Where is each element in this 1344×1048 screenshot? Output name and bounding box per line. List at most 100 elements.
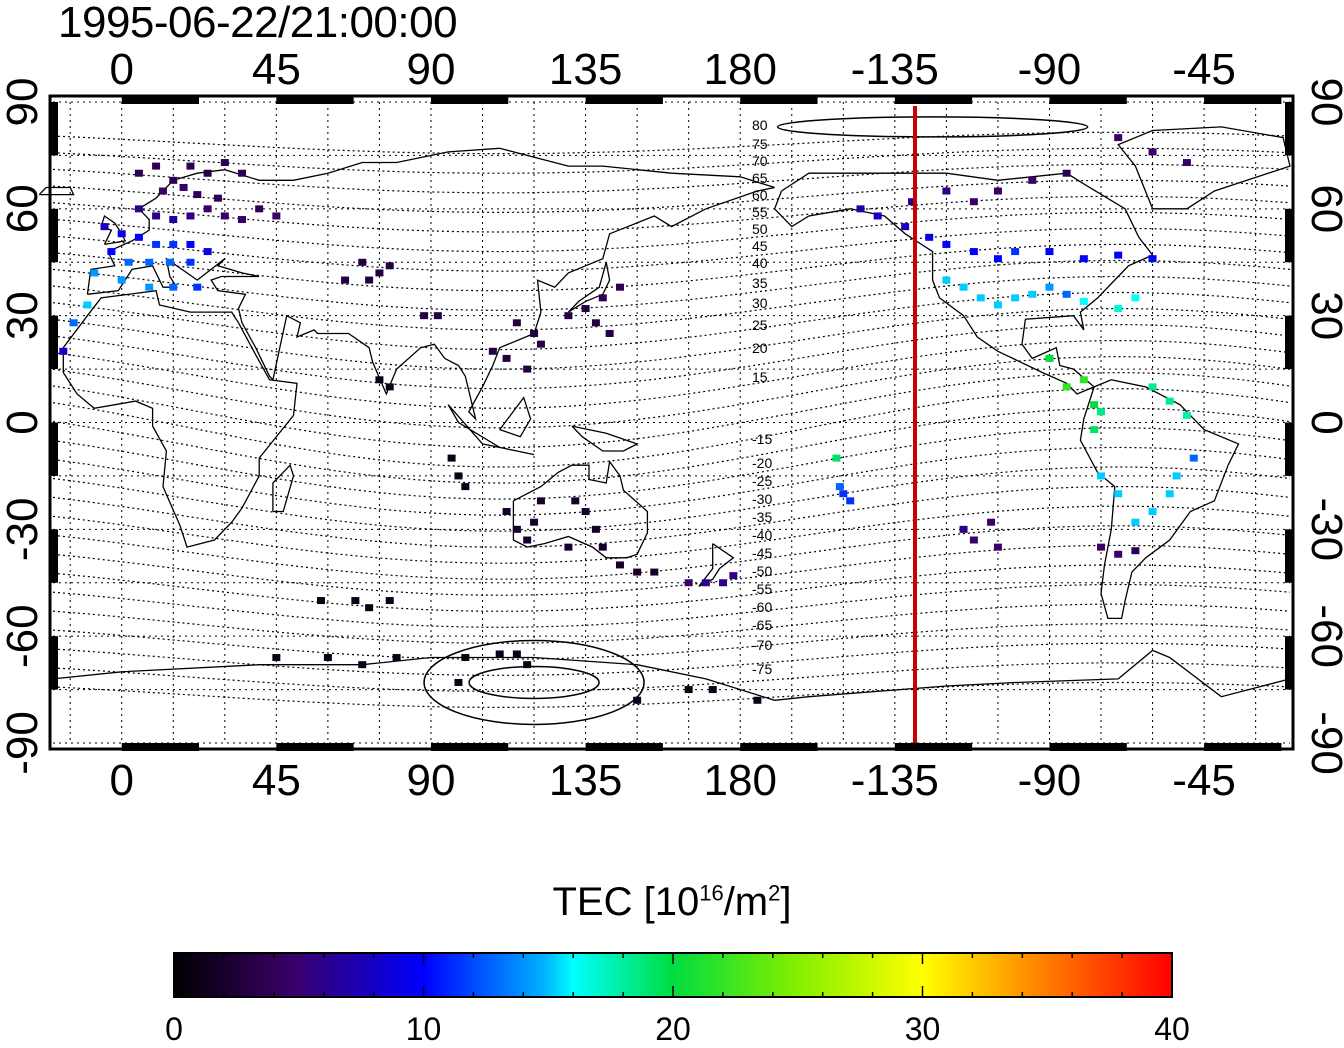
contour-label: 75	[752, 136, 768, 152]
tec-point	[186, 162, 195, 170]
left-tick-bar	[50, 315, 58, 370]
tec-point	[220, 212, 229, 220]
tec-point	[213, 194, 222, 202]
right-tick-bar	[1285, 422, 1293, 476]
tec-point	[1097, 543, 1106, 551]
contour-line	[52, 505, 1291, 564]
tec-point	[1011, 294, 1020, 302]
tec-point	[512, 525, 521, 533]
tec-point	[100, 223, 109, 231]
bottom-tick-bar	[1204, 743, 1282, 751]
tec-point	[993, 187, 1002, 195]
top-lon-label: 135	[549, 45, 622, 94]
contour-label: 55	[752, 204, 768, 220]
contour-label: -60	[752, 599, 772, 615]
tec-point	[1165, 397, 1174, 405]
tec-point	[1182, 411, 1191, 419]
contour-line	[52, 195, 1291, 233]
tec-point	[591, 525, 600, 533]
left-lat-label: 90	[0, 78, 47, 127]
top-lon-label: -45	[1172, 45, 1236, 94]
tec-point	[942, 187, 951, 195]
tec-point	[1114, 251, 1123, 259]
tec-point	[1131, 547, 1140, 555]
tec-point	[633, 696, 642, 704]
tec-point	[365, 604, 374, 612]
tec-point	[169, 176, 178, 184]
tec-point	[203, 169, 212, 177]
tec-point	[152, 162, 161, 170]
bottom-tick-bar	[585, 743, 663, 751]
right-lat-label: -60	[1302, 604, 1344, 668]
contour-label: 65	[752, 170, 768, 186]
tec-point	[942, 240, 951, 248]
contour-label: -40	[752, 527, 772, 543]
tec-point	[719, 579, 728, 587]
tec-point	[684, 579, 693, 587]
coastline	[100, 214, 127, 246]
top-tick-bar	[585, 96, 663, 104]
tec-point	[846, 497, 855, 505]
tec-point	[107, 248, 116, 256]
contour-line	[52, 275, 1291, 331]
coastline	[1079, 379, 1240, 620]
tec-point	[220, 159, 229, 167]
tec-point	[272, 212, 281, 220]
top-tick-bar	[430, 96, 509, 104]
top-tick-bar	[1049, 96, 1127, 104]
tec-point	[987, 518, 996, 526]
coastline	[447, 404, 535, 456]
tec-point	[392, 654, 401, 662]
tec-point	[158, 187, 167, 195]
left-tick-bar	[50, 636, 58, 690]
top-tick-bar	[894, 96, 973, 104]
tec-point	[512, 319, 521, 327]
contour-label: 40	[752, 255, 768, 271]
tec-point	[564, 312, 573, 320]
tec-point	[1097, 472, 1106, 480]
top-tick-bar	[276, 96, 354, 104]
contour-line	[52, 227, 1291, 272]
tec-point	[650, 568, 659, 576]
graticule	[53, 101, 1290, 744]
tec-point	[969, 198, 978, 206]
tec-point	[1028, 290, 1037, 298]
left-tick-bar	[50, 102, 58, 156]
colorbar-title: TEC [1016/m2]	[552, 880, 792, 924]
right-lat-label: -30	[1302, 498, 1344, 562]
contour-line	[52, 147, 1291, 174]
contour-label: -70	[752, 637, 772, 653]
contour-line	[52, 623, 1291, 660]
coastline	[62, 289, 298, 548]
right-tick-bar	[1285, 102, 1293, 156]
tec-point	[1131, 294, 1140, 302]
tec-point	[1079, 255, 1088, 263]
tec-point	[605, 329, 614, 337]
tec-point	[117, 230, 126, 238]
tec-point	[873, 212, 882, 220]
colorbar-tick-label: 30	[905, 1011, 941, 1047]
tec-point	[976, 294, 985, 302]
tec-point	[581, 305, 590, 313]
tec-point	[959, 283, 968, 291]
tec-point	[598, 543, 607, 551]
left-lat-label: 0	[0, 410, 47, 434]
right-lat-label: 60	[1302, 184, 1344, 233]
contour-line	[52, 603, 1291, 644]
bottom-lon-label: 45	[252, 756, 301, 805]
contour-line	[52, 355, 1291, 429]
colorbar: 0 10 20 30 40	[165, 952, 1190, 1047]
top-lon-label: -135	[851, 45, 939, 94]
tec-point	[186, 258, 195, 266]
tec-point	[832, 454, 841, 462]
tec-point	[454, 472, 463, 480]
tec-point	[908, 198, 917, 206]
tec-point	[1045, 283, 1054, 291]
north-pole-loop	[776, 116, 1089, 138]
tec-point	[83, 301, 92, 309]
contour-label: -15	[752, 431, 772, 447]
left-lat-label: -60	[0, 604, 47, 668]
tec-point	[1045, 354, 1054, 362]
top-lon-label: 180	[704, 45, 777, 94]
